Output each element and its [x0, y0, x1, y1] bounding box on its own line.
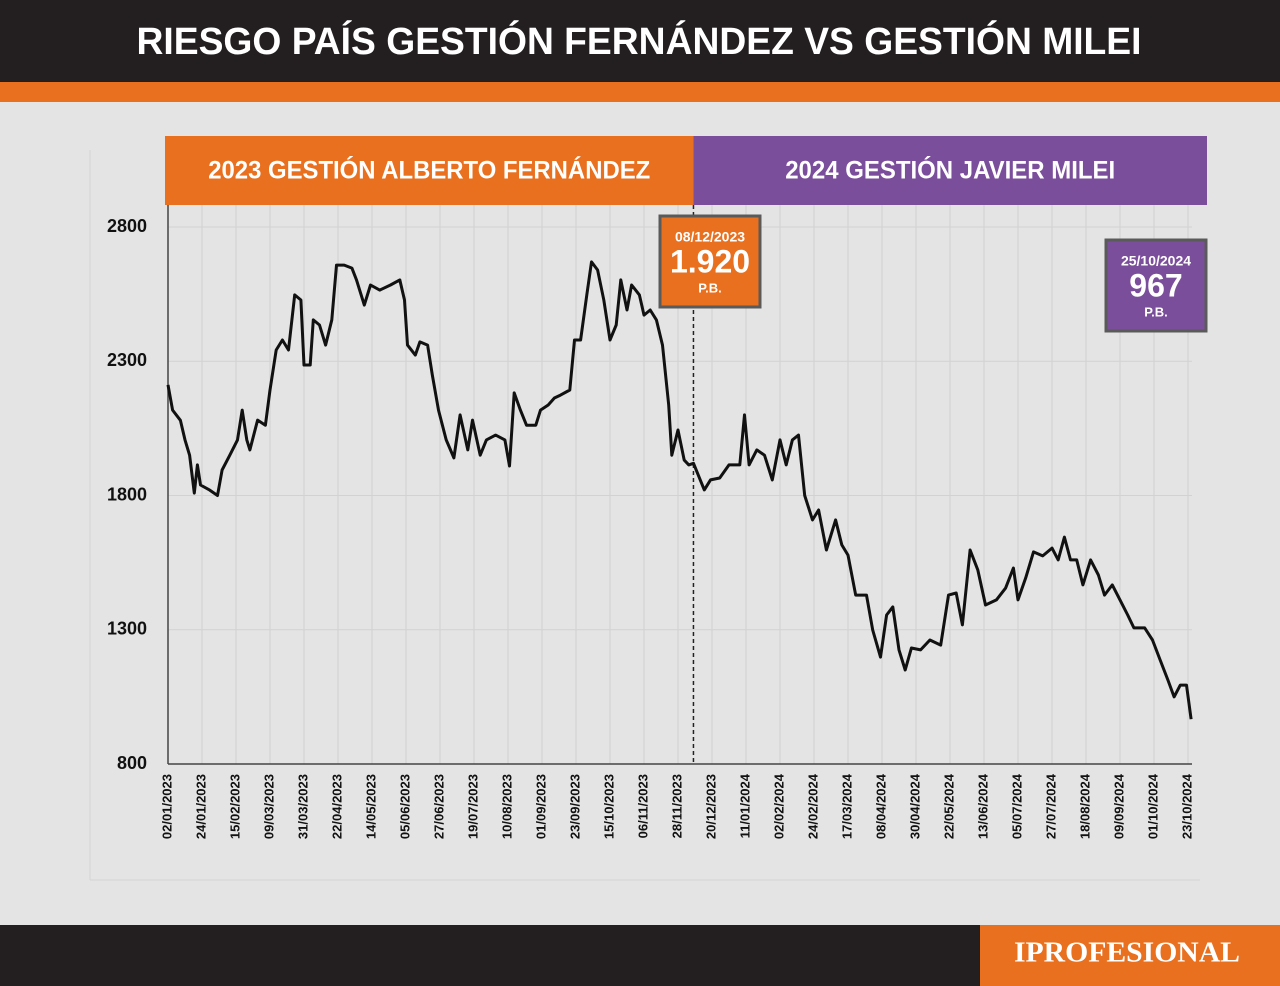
annotation-value: 967	[1129, 267, 1182, 303]
x-tick-label: 13/06/2024	[975, 773, 990, 839]
x-tick-label: 06/11/2023	[635, 774, 650, 838]
header-stripe	[0, 82, 1280, 102]
x-tick-label: 23/10/2024	[1179, 773, 1194, 839]
y-tick-label: 2300	[107, 350, 147, 370]
annotation-value: 1.920	[670, 243, 750, 279]
y-tick-label: 1800	[107, 484, 147, 504]
x-tick-label: 09/03/2023	[261, 774, 276, 839]
x-tick-label: 01/10/2024	[1145, 773, 1160, 839]
x-tick-label: 18/08/2024	[1077, 773, 1092, 839]
y-tick-label: 800	[117, 753, 147, 773]
x-tick-label: 24/01/2023	[193, 774, 208, 839]
x-tick-label: 30/04/2024	[907, 773, 922, 839]
period-band	[165, 136, 694, 205]
annotation-unit: P.B.	[698, 280, 722, 295]
x-tick-label: 20/12/2023	[703, 774, 718, 839]
y-tick-label: 1300	[107, 619, 147, 639]
period-band	[693, 136, 1207, 205]
x-tick-label: 11/01/2024	[737, 773, 752, 838]
annotation-date: 25/10/2024	[1121, 253, 1191, 269]
brand: IPROFESIONAL	[1014, 937, 1240, 968]
period-label: 2024 GESTIÓN JAVIER MILEI	[785, 155, 1115, 185]
y-tick-label: 2800	[107, 216, 147, 236]
x-tick-label: 24/02/2024	[805, 773, 820, 839]
x-tick-label: 15/10/2023	[601, 774, 616, 839]
annotation-unit: P.B.	[1144, 304, 1168, 319]
x-tick-label: 15/02/2023	[227, 774, 242, 839]
x-tick-label: 02/01/2023	[159, 774, 174, 839]
x-tick-label: 28/11/2023	[669, 774, 684, 838]
annotation-date: 08/12/2023	[675, 229, 745, 245]
x-tick-label: 31/03/2023	[295, 774, 310, 839]
x-tick-label: 08/04/2024	[873, 773, 888, 839]
x-tick-label: 01/09/2023	[533, 774, 548, 839]
line-series	[166, 260, 1193, 720]
chart-title: RIESGO PAÍS GESTIÓN FERNÁNDEZ VS GESTIÓN…	[137, 19, 1142, 63]
x-tick-label: 27/07/2024	[1043, 773, 1058, 839]
x-tick-label: 14/05/2023	[363, 774, 378, 839]
annotation-box	[658, 214, 762, 309]
annotation-box	[1104, 238, 1208, 333]
period-label: 2023 GESTIÓN ALBERTO FERNÁNDEZ	[208, 155, 650, 185]
x-tick-label: 22/04/2023	[329, 774, 344, 839]
x-tick-label: 23/09/2023	[567, 774, 582, 839]
x-tick-label: 22/05/2024	[941, 773, 956, 839]
x-tick-label: 17/03/2024	[839, 773, 854, 839]
x-tick-label: 19/07/2023	[465, 774, 480, 839]
header	[0, 0, 1280, 82]
x-tick-label: 05/07/2024	[1009, 773, 1024, 839]
x-tick-label: 02/02/2024	[771, 773, 786, 839]
x-tick-label: 27/06/2023	[431, 774, 446, 839]
x-tick-label: 05/06/2023	[397, 774, 412, 839]
brand-box	[980, 925, 1280, 986]
x-tick-label: 09/09/2024	[1111, 773, 1126, 839]
x-tick-label: 10/08/2023	[499, 774, 514, 839]
